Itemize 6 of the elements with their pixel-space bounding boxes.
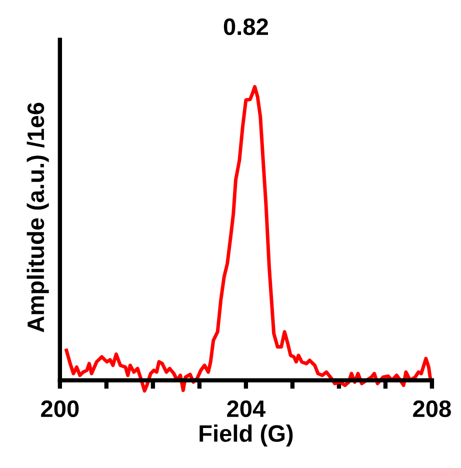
x-tick-label: 200 <box>41 400 79 418</box>
chart-title: 0.82 <box>224 18 268 36</box>
x-tick-label: 208 <box>413 400 451 418</box>
x-tick-label: 204 <box>227 400 266 418</box>
y-axis-title: Amplitude (a.u.) /1e6 <box>26 102 49 332</box>
x-axis-title: Field (G) <box>200 424 293 447</box>
